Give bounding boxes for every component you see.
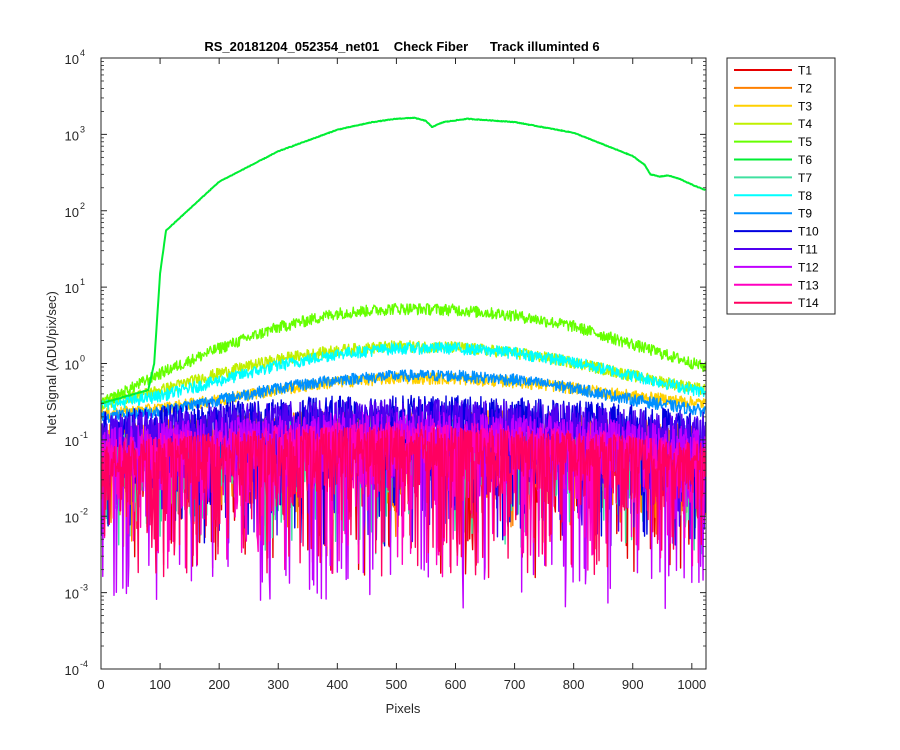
y-tick-label: 10	[65, 587, 79, 602]
plot-area: 0 100 200 300 400 500 600 700 800 900 1000 10 -410-…	[65, 48, 707, 692]
legend-item-t11: T11	[734, 243, 818, 257]
y-tick-label: 10	[65, 128, 79, 143]
legend-label: T13	[798, 278, 819, 292]
y-tick-label: 10	[65, 434, 79, 449]
y-tick-exponent: -4	[80, 659, 88, 669]
y-tick-exponent: 1	[80, 277, 85, 287]
legend-label: T2	[798, 81, 812, 95]
legend-item-t12: T12	[734, 260, 819, 274]
y-tick-exponent: 2	[80, 201, 85, 211]
legend-item-t4: T4	[734, 117, 812, 131]
legend-label: T4	[798, 117, 812, 131]
legend-item-t2: T2	[734, 81, 812, 95]
x-tick-label: 1000	[677, 677, 706, 692]
y-tick-label: 10	[65, 205, 79, 220]
series-line-t5	[101, 302, 706, 409]
legend-label: T6	[798, 153, 812, 167]
series-line-t14	[101, 426, 706, 579]
x-tick-label: 200	[208, 677, 230, 692]
x-axis: 0 100 200 300 400 500 600 700 800 900 1000	[97, 58, 706, 692]
x-tick-label: 800	[563, 677, 585, 692]
legend-item-t7: T7	[734, 171, 812, 185]
x-tick-label: 300	[267, 677, 289, 692]
legend-item-t9: T9	[734, 207, 812, 221]
y-tick-exponent: -2	[80, 506, 88, 516]
legend-label: T12	[798, 260, 819, 274]
y-tick-exponent: -3	[80, 583, 88, 593]
x-tick-label: 0	[97, 677, 104, 692]
y-axis-label: Net Signal (ADU/pix/sec)	[44, 291, 59, 435]
y-tick-label: 10	[65, 510, 79, 525]
y-tick-exponent: -1	[80, 430, 88, 440]
legend-label: T9	[798, 207, 812, 221]
legend-label: T10	[798, 225, 819, 239]
legend-item-t13: T13	[734, 278, 819, 292]
x-tick-label: 900	[622, 677, 644, 692]
y-tick-label: 10	[65, 52, 79, 67]
x-axis-label: Pixels	[386, 701, 421, 716]
legend-box	[726, 57, 836, 315]
x-tick-label: 700	[504, 677, 526, 692]
legend-item-t14: T14	[734, 296, 819, 310]
x-tick-label: 100	[149, 677, 171, 692]
x-tick-label: 400	[326, 677, 348, 692]
y-tick-exponent: 3	[80, 124, 85, 134]
legend-label: T5	[798, 135, 812, 149]
y-tick-exponent: 0	[80, 354, 85, 364]
legend-item-t8: T8	[734, 189, 812, 203]
legend-label: T8	[798, 189, 812, 203]
x-tick-label: 600	[445, 677, 467, 692]
series-layer	[101, 116, 706, 610]
legend-label: T14	[798, 296, 819, 310]
y-tick-label: 10	[65, 281, 79, 296]
legend-item-t6: T6	[734, 153, 812, 167]
legend-label: T7	[798, 171, 812, 185]
legend-item-t1: T1	[734, 64, 812, 78]
legend-item-t5: T5	[734, 135, 812, 149]
chart-title: RS_20181204_052354_net01 Check Fiber Tra…	[204, 39, 599, 54]
legend-label: T3	[798, 99, 812, 113]
x-tick-label: 500	[386, 677, 408, 692]
legend-label: T1	[798, 64, 812, 78]
y-tick-exponent: 4	[80, 48, 85, 58]
series-line-t8	[101, 341, 706, 411]
y-tick-label: 10	[65, 663, 79, 678]
series-line-t4	[101, 340, 706, 410]
legend-item-t3: T3	[734, 99, 812, 113]
legend: T1 T2 T3 T4 T5 T6 T7 T8 T9 T10 T11 T12 T13 T14	[726, 57, 836, 315]
y-tick-label: 10	[65, 358, 79, 373]
series-line-t9	[101, 369, 706, 424]
legend-item-t10: T10	[734, 225, 819, 239]
legend-label: T11	[798, 243, 818, 257]
series-line-t6	[101, 116, 706, 405]
